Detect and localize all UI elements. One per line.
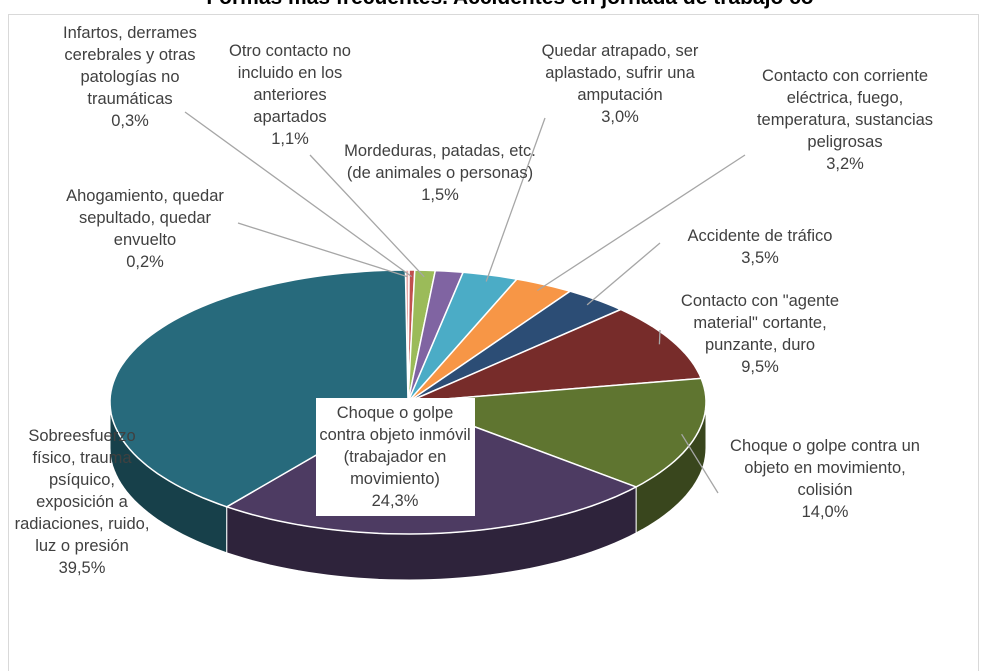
pie-slice: [407, 308, 703, 403]
category-label: Choque o golpe contra un objeto en movim…: [730, 437, 920, 499]
slice-label: Mordeduras, patadas, etc. (de animales o…: [340, 140, 540, 206]
value-label: 0,2%: [126, 253, 164, 271]
slice-label: Choque o golpe contra objeto inmóvil (tr…: [315, 398, 475, 516]
leader-line: [658, 329, 661, 345]
value-label: 3,5%: [741, 249, 779, 267]
category-label: Contacto con "agente material" cortante,…: [680, 292, 840, 354]
pie-slice: [109, 269, 409, 508]
leader-line: [184, 111, 413, 278]
slice-label: Accidente de tráfico 3,5%: [655, 225, 865, 269]
category-label: Otro contacto no incluido en los anterio…: [229, 42, 351, 126]
slice-label: Quedar atrapado, ser aplastado, sufrir u…: [520, 40, 720, 128]
value-label: 1,1%: [271, 130, 309, 148]
category-label: Ahogamiento, quedar sepultado, quedar en…: [66, 187, 224, 249]
category-label: Infartos, derrames cerebrales y otras pa…: [63, 24, 197, 108]
pie-slice: [407, 278, 572, 403]
slice-label: Infartos, derrames cerebrales y otras pa…: [43, 22, 218, 132]
chart-title: Formas más frecuentes. Accidentes en jor…: [20, 0, 981, 10]
pie-slice: [407, 271, 519, 403]
value-label: 3,2%: [826, 155, 864, 173]
value-label: 0,3%: [111, 112, 149, 130]
chart-frame: [8, 14, 979, 671]
pie-slice: [407, 377, 707, 488]
slice-label: Contacto con corriente eléctrica, fuego,…: [740, 65, 950, 175]
leader-line: [485, 117, 546, 282]
category-label: Contacto con corriente eléctrica, fuego,…: [756, 67, 934, 151]
value-label: 14,0%: [801, 503, 849, 521]
category-label: Mordeduras, patadas, etc. (de animales o…: [344, 142, 536, 182]
slice-label: Sobreesfuerzo físico, trauma psíquico, e…: [15, 425, 150, 579]
leader-line: [537, 154, 746, 292]
value-label: 9,5%: [741, 358, 779, 376]
pie-slice: [407, 290, 623, 403]
slice-label: Choque o golpe contra un objeto en movim…: [720, 435, 930, 523]
slice-label: Ahogamiento, quedar sepultado, quedar en…: [63, 185, 228, 273]
leader-line: [681, 433, 719, 494]
category-label: Choque o golpe contra objeto inmóvil (tr…: [319, 404, 471, 488]
leader-line: [309, 154, 425, 278]
value-label: 24,3%: [371, 492, 419, 510]
category-label: Accidente de tráfico: [687, 227, 833, 245]
slice-label: Contacto con "agente material" cortante,…: [655, 290, 865, 378]
value-label: 39,5%: [58, 559, 106, 577]
category-label: Sobreesfuerzo físico, trauma psíquico, e…: [14, 427, 150, 555]
value-label: 3,0%: [601, 108, 639, 126]
leader-line: [586, 242, 661, 306]
leader-line: [237, 222, 408, 278]
value-label: 1,5%: [421, 186, 459, 204]
slice-label: Otro contacto no incluido en los anterio…: [215, 40, 365, 150]
category-label: Quedar atrapado, ser aplastado, sufrir u…: [541, 42, 699, 104]
